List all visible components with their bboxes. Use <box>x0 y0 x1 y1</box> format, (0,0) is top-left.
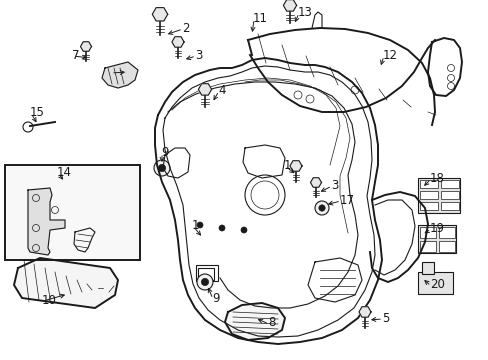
Bar <box>419 180 437 188</box>
Bar <box>417 272 452 294</box>
Bar <box>417 178 459 213</box>
Text: 16: 16 <box>284 158 298 171</box>
Bar <box>419 241 435 252</box>
Bar <box>419 227 435 238</box>
Polygon shape <box>310 178 321 187</box>
Bar <box>438 241 454 252</box>
Bar <box>419 202 437 210</box>
Text: 7: 7 <box>72 49 80 62</box>
Text: 2: 2 <box>182 22 189 35</box>
Text: 1: 1 <box>192 219 199 231</box>
Text: 20: 20 <box>429 279 444 292</box>
Text: 3: 3 <box>195 49 202 62</box>
Text: 17: 17 <box>339 194 354 207</box>
Circle shape <box>241 227 246 233</box>
Text: 9: 9 <box>161 145 168 158</box>
Polygon shape <box>198 84 211 95</box>
Text: 8: 8 <box>267 316 275 329</box>
Circle shape <box>197 274 213 290</box>
Circle shape <box>201 278 208 285</box>
Polygon shape <box>14 258 118 308</box>
Bar <box>417 225 455 253</box>
Bar <box>198 268 214 280</box>
Polygon shape <box>289 161 302 171</box>
Polygon shape <box>224 303 285 340</box>
Text: 11: 11 <box>252 12 267 24</box>
Circle shape <box>219 225 224 231</box>
Polygon shape <box>172 37 183 47</box>
Circle shape <box>314 201 328 215</box>
Text: 10: 10 <box>42 293 57 306</box>
Bar <box>5 165 140 260</box>
Bar <box>440 191 458 199</box>
Text: 3: 3 <box>330 179 338 192</box>
Polygon shape <box>152 8 167 21</box>
Circle shape <box>158 165 165 172</box>
Bar <box>421 262 433 274</box>
Polygon shape <box>358 307 370 317</box>
Bar <box>196 265 218 281</box>
Bar <box>438 227 454 238</box>
Polygon shape <box>102 62 138 88</box>
Text: 6: 6 <box>110 66 117 78</box>
Polygon shape <box>28 188 65 255</box>
Text: 15: 15 <box>30 105 45 118</box>
Text: 18: 18 <box>429 171 444 185</box>
Text: 14: 14 <box>57 166 72 179</box>
Circle shape <box>197 222 203 228</box>
Text: 13: 13 <box>297 5 312 18</box>
Bar <box>440 202 458 210</box>
Text: 4: 4 <box>218 84 225 96</box>
Bar <box>419 191 437 199</box>
Text: 5: 5 <box>381 311 388 324</box>
Text: 9: 9 <box>212 292 219 305</box>
Bar <box>440 180 458 188</box>
Text: 19: 19 <box>429 221 444 234</box>
Polygon shape <box>81 42 91 51</box>
Polygon shape <box>283 0 296 11</box>
Circle shape <box>318 205 325 211</box>
Circle shape <box>154 160 170 176</box>
Text: 12: 12 <box>382 49 397 62</box>
